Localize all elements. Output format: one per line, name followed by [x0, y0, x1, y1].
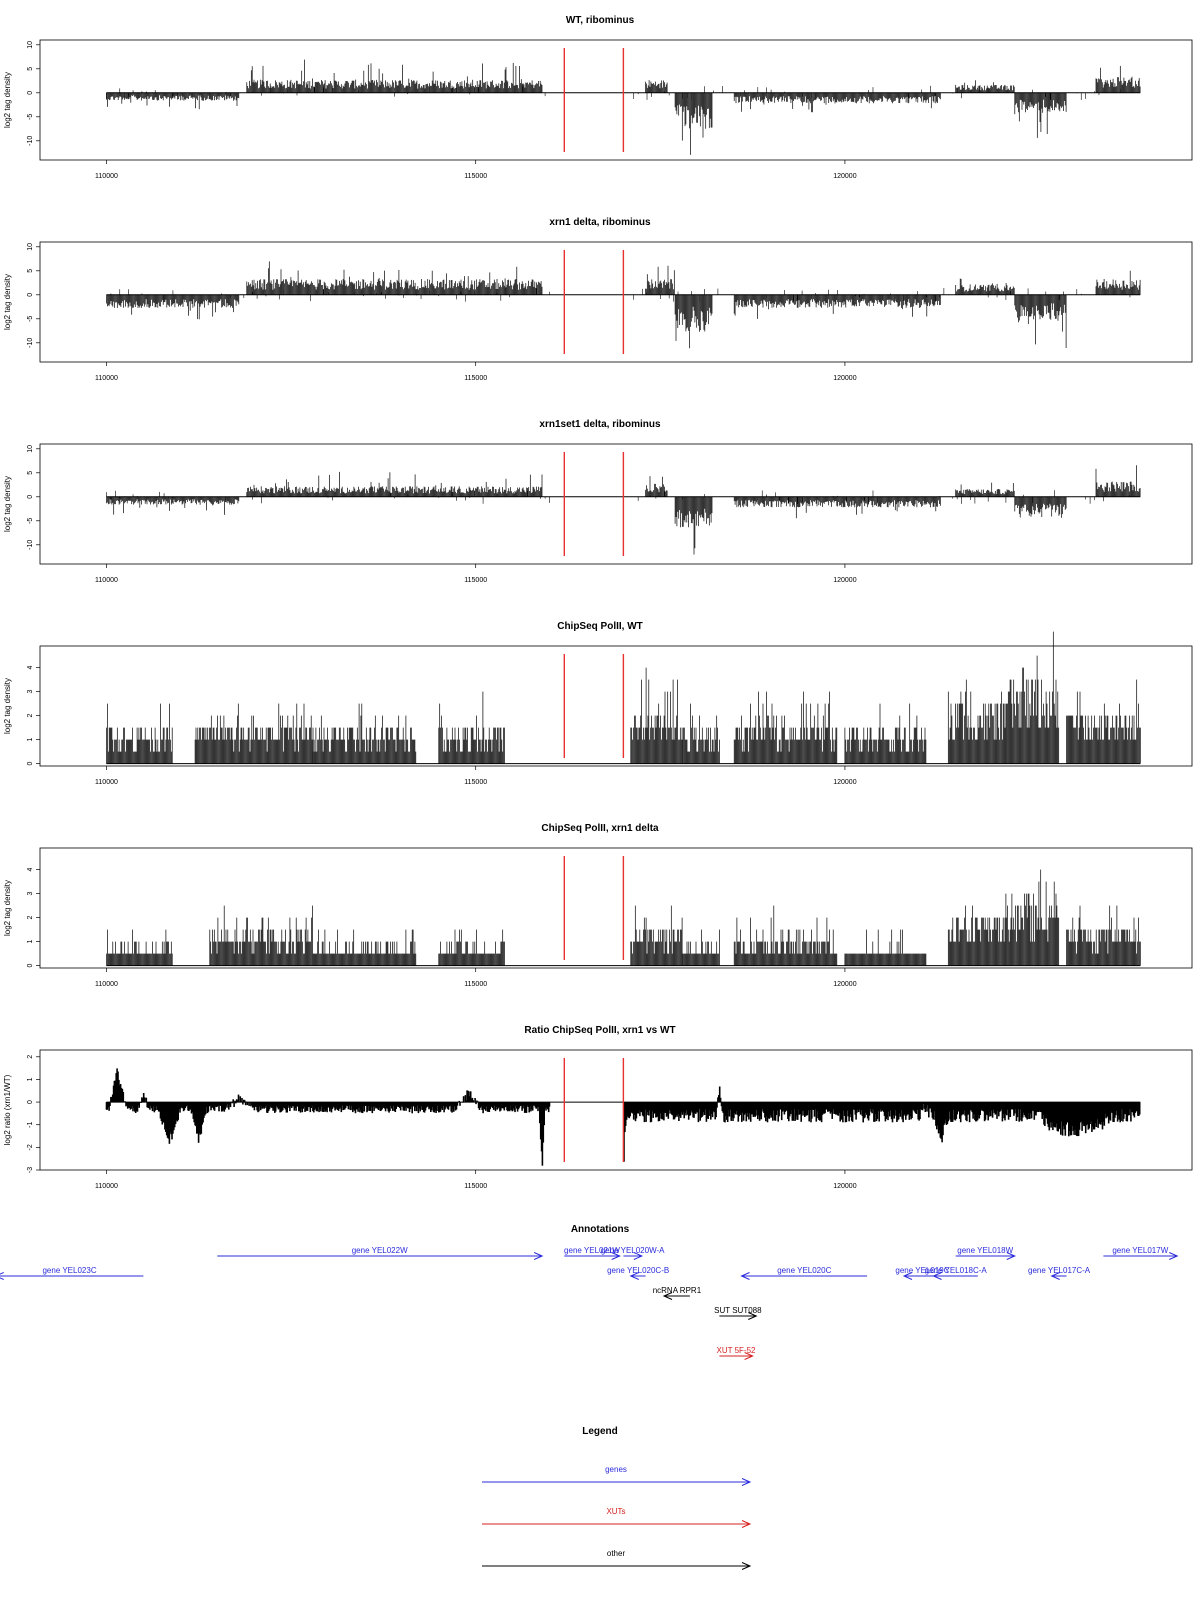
x-tick-label: 120000: [833, 779, 856, 786]
panel-xrn1set1_ribominus: xrn1set1 delta, ribominus -10 -5 0 5 10 log2 t…: [3, 419, 1193, 584]
x-tick-label: 110000: [95, 577, 118, 584]
x-tick-label: 110000: [95, 779, 118, 786]
y-tick-label: 0: [27, 762, 34, 766]
y-tick-label: 4: [27, 666, 34, 670]
panel-title: xrn1set1 delta, ribominus: [539, 419, 661, 430]
y-axis-label: log2 tag density: [3, 880, 12, 936]
x-tick-label: 110000: [95, 981, 118, 988]
y-tick-label: 3: [27, 690, 34, 694]
y-tick-label: -5: [27, 114, 34, 120]
y-tick-label: 5: [27, 67, 34, 71]
y-tick-label: 0: [27, 293, 34, 297]
data-series: [106, 631, 1141, 765]
data-series: [106, 465, 1141, 555]
y-tick-label: 10: [27, 445, 34, 453]
x-tick-label: 120000: [833, 577, 856, 584]
y-axis-label: log2 tag density: [3, 476, 12, 532]
y-tick-label: -10: [27, 136, 34, 146]
x-tick-label: 120000: [833, 981, 856, 988]
x-tick-label: 115000: [464, 375, 487, 382]
x-tick-label: 115000: [464, 577, 487, 584]
y-tick-label: -5: [27, 316, 34, 322]
y-tick-label: 0: [27, 91, 34, 95]
y-tick-label: -5: [27, 518, 34, 524]
y-tick-label: 5: [27, 269, 34, 273]
plot-frame: [39, 645, 1193, 767]
y-tick-label: 0: [27, 495, 34, 499]
plot-frame: [39, 847, 1193, 969]
panel-title: WT, ribominus: [566, 15, 635, 26]
panel-chipseq_xrn1: ChipSeq PolII, xrn1 delta 0 1 2 3 4 log2 tag d…: [3, 823, 1193, 988]
panel-chipseq_wt: ChipSeq PolII, WT 0 1 2 3 4 log2 tag density 11…: [3, 621, 1193, 786]
y-tick-label: -10: [27, 338, 34, 348]
y-tick-label: 1: [27, 940, 34, 944]
y-tick-label: 5: [27, 471, 34, 475]
y-tick-label: -10: [27, 540, 34, 550]
x-tick-label: 110000: [95, 375, 118, 382]
y-tick-label: 4: [27, 868, 34, 872]
panel-wt_ribominus: WT, ribominus -10 -5 0 5 10 log2 tag density 11…: [3, 15, 1193, 180]
x-tick-label: 115000: [464, 173, 487, 180]
panel-title: ChipSeq PolII, xrn1 delta: [541, 823, 659, 834]
x-tick-label: 120000: [833, 375, 856, 382]
plot-frame: [39, 39, 1193, 161]
plot-frame: [39, 241, 1193, 363]
panel-xrn1_ribominus: xrn1 delta, ribominus -10 -5 0 5 10 log2 tag d…: [3, 217, 1193, 382]
y-axis-label: log2 tag density: [3, 274, 12, 330]
panel-title: xrn1 delta, ribominus: [549, 217, 651, 228]
x-tick-label: 115000: [464, 981, 487, 988]
y-tick-label: 10: [27, 41, 34, 49]
x-tick-label: 110000: [95, 173, 118, 180]
y-tick-label: 0: [27, 964, 34, 968]
data-series: [106, 869, 1141, 967]
y-tick-label: 1: [27, 738, 34, 742]
plot-frame: [39, 443, 1193, 565]
y-tick-label: 2: [27, 916, 34, 920]
y-axis-label: log2 tag density: [3, 72, 12, 128]
data-series: [106, 261, 1141, 349]
y-axis-label: log2 tag density: [3, 678, 12, 734]
x-tick-label: 115000: [464, 779, 487, 786]
panel-title: ChipSeq PolII, WT: [557, 621, 643, 632]
y-tick-label: 3: [27, 892, 34, 896]
x-tick-label: 120000: [833, 173, 856, 180]
y-tick-label: 2: [27, 714, 34, 718]
y-tick-label: 10: [27, 243, 34, 251]
